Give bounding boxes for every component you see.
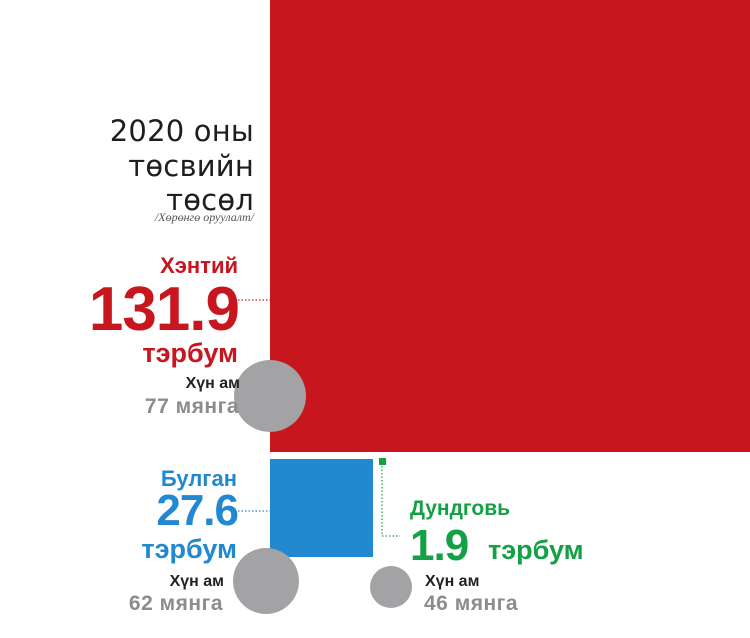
unit-label-khentii: тэрбум (142, 338, 238, 368)
population-label-khentii: Хүн ам (185, 375, 240, 392)
population-circle-bulgan (233, 548, 299, 614)
population-value-bulgan: 62 мянга (128, 592, 223, 615)
population-circle-khentii (234, 360, 306, 432)
connector-dundgovi (381, 466, 400, 537)
chart-subtitle: /Хөрөнгө оруулалт/ (154, 210, 254, 224)
region-name-dundgovi: Дундговь (410, 497, 511, 520)
population-label-bulgan: Хүн ам (169, 573, 224, 590)
population-circles (233, 360, 412, 614)
chart-title-line-1: 2020 оны (109, 114, 254, 148)
population-value-dundgovi: 46 мянга (424, 592, 519, 615)
population-circle-dundgovi (370, 566, 412, 608)
chart-title-line-2: төсвийн (128, 149, 254, 183)
value-label-khentii: 131.9 (88, 275, 240, 344)
budget-squares (270, 0, 750, 558)
square-bulgan (270, 459, 374, 558)
connector-lines (238, 299, 400, 537)
region-name-bulgan: Булган (160, 466, 237, 491)
value-label-dundgovi: 1.9 (410, 521, 469, 570)
unit-label-dundgovi: тэрбум (488, 535, 584, 565)
square-dundgovi (379, 458, 386, 465)
population-label-dundgovi: Хүн ам (425, 573, 480, 590)
chart-title-line-3: төсөл (166, 183, 254, 217)
square-khentii (270, 0, 750, 452)
value-label-bulgan: 27.6 (156, 486, 239, 535)
unit-label-bulgan: тэрбум (141, 534, 237, 564)
region-name-khentii: Хэнтий (160, 253, 238, 278)
population-value-khentii: 77 мянга (144, 395, 239, 418)
